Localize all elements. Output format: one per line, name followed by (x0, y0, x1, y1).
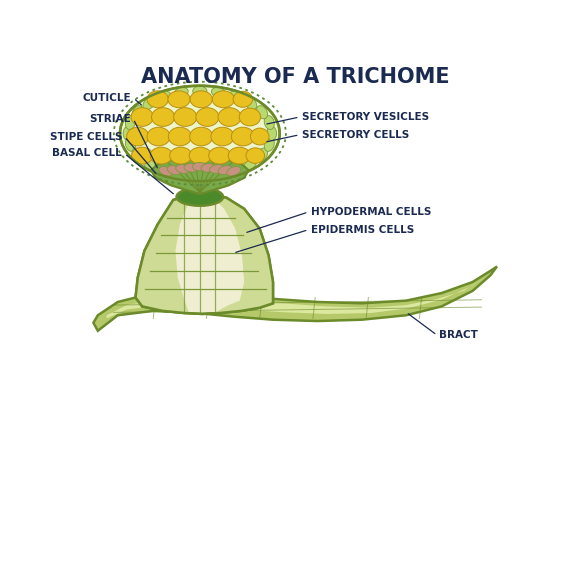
Ellipse shape (143, 97, 155, 109)
Ellipse shape (123, 126, 133, 141)
Ellipse shape (264, 138, 274, 151)
Polygon shape (135, 200, 189, 313)
Ellipse shape (157, 165, 170, 176)
Polygon shape (107, 275, 486, 319)
Ellipse shape (120, 86, 280, 181)
Ellipse shape (246, 148, 264, 164)
Ellipse shape (147, 91, 168, 108)
Ellipse shape (132, 148, 143, 161)
Ellipse shape (131, 108, 153, 126)
Text: ANATOMY OF A TRICHOME: ANATOMY OF A TRICHOME (141, 67, 449, 87)
Ellipse shape (192, 162, 207, 171)
Ellipse shape (264, 116, 274, 130)
Ellipse shape (227, 166, 241, 176)
Ellipse shape (151, 108, 175, 126)
Ellipse shape (126, 138, 135, 151)
Text: SECRETORY VESICLES: SECRETORY VESICLES (302, 112, 429, 122)
Ellipse shape (174, 108, 197, 126)
Ellipse shape (267, 126, 276, 141)
Ellipse shape (256, 105, 268, 119)
Ellipse shape (228, 147, 251, 164)
Ellipse shape (168, 127, 191, 146)
Ellipse shape (126, 116, 135, 130)
Text: BRACT: BRACT (439, 330, 478, 340)
Ellipse shape (211, 88, 225, 97)
Ellipse shape (233, 91, 253, 107)
Ellipse shape (239, 108, 260, 126)
Polygon shape (151, 157, 249, 194)
Text: SECRETORY CELLS: SECRETORY CELLS (302, 130, 409, 140)
Ellipse shape (201, 164, 215, 172)
Ellipse shape (157, 91, 170, 103)
Ellipse shape (175, 169, 188, 179)
Ellipse shape (218, 165, 233, 175)
Ellipse shape (193, 171, 207, 181)
Ellipse shape (184, 164, 199, 172)
Ellipse shape (131, 147, 153, 164)
Ellipse shape (150, 147, 172, 164)
Polygon shape (135, 192, 273, 314)
Ellipse shape (176, 165, 190, 173)
Ellipse shape (168, 91, 190, 108)
Text: STRIAE: STRIAE (89, 114, 131, 124)
Ellipse shape (170, 147, 192, 164)
Ellipse shape (196, 108, 219, 126)
Ellipse shape (245, 157, 257, 169)
Ellipse shape (132, 105, 143, 119)
Ellipse shape (211, 127, 234, 146)
Ellipse shape (245, 97, 257, 109)
Ellipse shape (232, 127, 255, 146)
Ellipse shape (229, 165, 242, 176)
Text: STIPE CELLS: STIPE CELLS (50, 131, 122, 142)
Ellipse shape (256, 148, 268, 161)
Ellipse shape (210, 165, 224, 173)
Ellipse shape (190, 91, 213, 108)
Ellipse shape (177, 188, 223, 206)
Polygon shape (215, 198, 273, 313)
Ellipse shape (229, 91, 242, 103)
Ellipse shape (218, 108, 241, 126)
Ellipse shape (159, 166, 173, 176)
Ellipse shape (147, 127, 170, 146)
Ellipse shape (143, 157, 155, 169)
Ellipse shape (127, 127, 149, 146)
Text: HYPODERMAL CELLS: HYPODERMAL CELLS (310, 207, 431, 217)
Ellipse shape (175, 88, 188, 97)
Ellipse shape (211, 169, 225, 179)
Ellipse shape (189, 147, 211, 164)
Text: BASAL CELL: BASAL CELL (52, 149, 122, 158)
Ellipse shape (167, 165, 181, 175)
Ellipse shape (251, 128, 269, 145)
Text: CUTICLE: CUTICLE (82, 93, 131, 103)
Ellipse shape (190, 127, 213, 146)
Ellipse shape (213, 91, 234, 108)
Text: EPIDERMIS CELLS: EPIDERMIS CELLS (310, 225, 414, 234)
Polygon shape (93, 267, 497, 331)
Ellipse shape (209, 147, 231, 164)
Ellipse shape (193, 86, 207, 96)
